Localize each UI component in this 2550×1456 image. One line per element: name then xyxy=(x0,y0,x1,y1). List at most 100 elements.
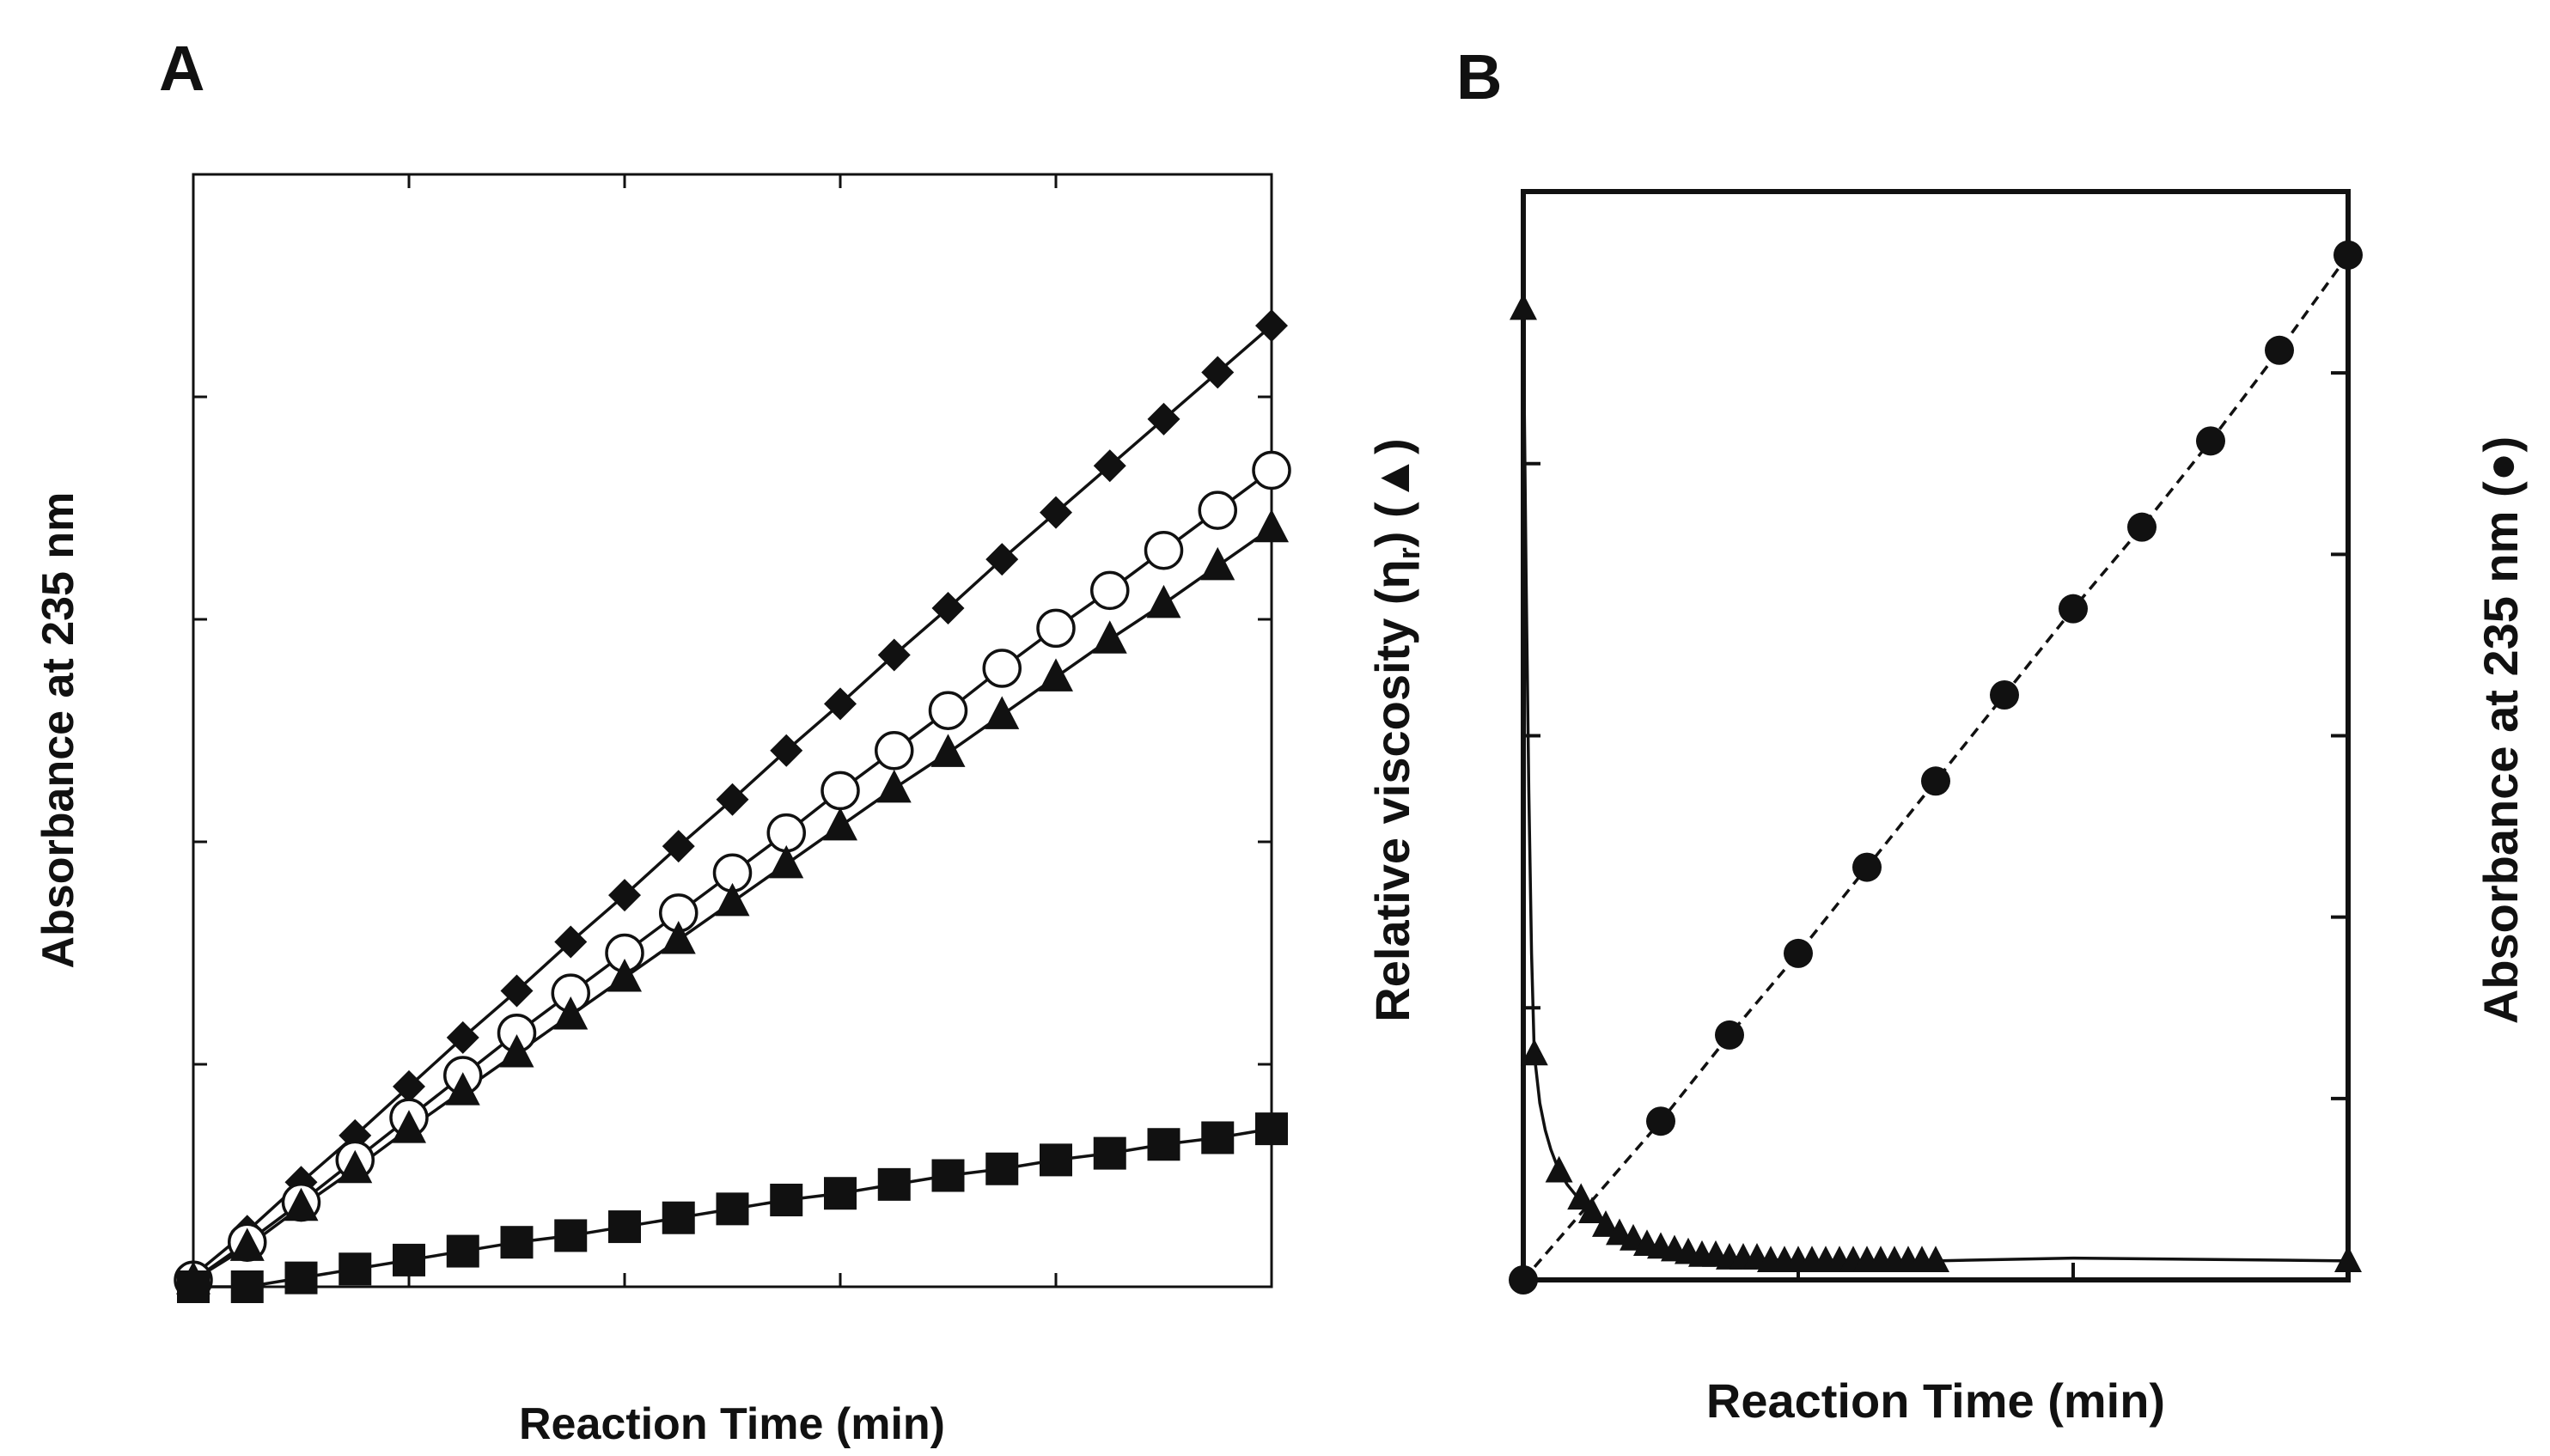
panel-b-viscosity-point xyxy=(1510,293,1537,320)
panel-b-series xyxy=(1509,240,2363,1295)
panel-b-letter: B xyxy=(1456,41,1502,113)
panel-a-data-point xyxy=(821,771,860,811)
panel-a-data-point xyxy=(1039,658,1073,691)
panel-a-data-point xyxy=(824,687,857,721)
panel-a-y-axis-label: Absorbance at 235 nm xyxy=(34,492,83,969)
panel-b-x-axis-label: Reaction Time (min) xyxy=(1706,1374,2165,1428)
panel-a-data-point xyxy=(985,1152,1019,1185)
panel-a-data-point xyxy=(1146,584,1181,618)
panel-a-data-point xyxy=(769,844,804,879)
panel-a-data-point xyxy=(177,1270,210,1303)
panel-a-data-point xyxy=(1255,1112,1288,1146)
panel-b-absorbance-point xyxy=(2127,512,2157,542)
panel-a-data-point xyxy=(662,1201,695,1234)
panel-b-right-axis-label: Absorbance at 235 nm (●) xyxy=(2474,436,2528,1024)
panel-a-data-point xyxy=(1036,608,1076,649)
panel-a-chart: A Reaction Time (min) Absorbance at 235 … xyxy=(34,33,1291,1449)
panel-a-data-point xyxy=(446,1234,479,1268)
panel-a-data-point xyxy=(500,1226,534,1259)
panel-b-left-axis-label-suffix: ) (▲) xyxy=(1365,438,1419,547)
panel-a-data-point xyxy=(985,696,1020,729)
panel-a-data-point xyxy=(1090,570,1130,611)
panel-a-data-point xyxy=(928,691,968,730)
panel-a-data-point xyxy=(1040,496,1072,529)
panel-a-data-point xyxy=(715,882,750,917)
panel-b-viscosity-point xyxy=(1578,1197,1606,1224)
panel-b-absorbance-point xyxy=(1784,938,1813,968)
panel-a-series xyxy=(174,309,1291,1303)
panel-b-absorbance-point xyxy=(1509,1265,1538,1295)
panel-a-data-point xyxy=(930,734,966,767)
panel-b-viscosity-point xyxy=(1567,1183,1595,1210)
panel-a-data-point xyxy=(554,925,588,959)
panel-a-data-point xyxy=(1093,1136,1126,1170)
panel-a-data-point xyxy=(553,996,589,1030)
panel-a-data-point xyxy=(716,783,749,816)
panel-a-data-point xyxy=(338,1149,373,1184)
panel-a-data-point xyxy=(1147,402,1180,436)
panel-a-data-point xyxy=(1093,449,1126,483)
panel-a-data-point xyxy=(284,1187,319,1221)
panel-a-data-point xyxy=(339,1252,372,1286)
panel-a-data-point xyxy=(499,1034,534,1068)
panel-b-absorbance-point xyxy=(2265,335,2294,365)
panel-a-data-point xyxy=(662,830,695,863)
panel-b-viscosity-point xyxy=(1545,1155,1573,1183)
panel-a-data-point xyxy=(985,543,1019,576)
panel-a-data-point xyxy=(877,1167,911,1201)
panel-b-absorbance-point xyxy=(2333,240,2363,270)
panel-a-data-point xyxy=(1252,450,1291,490)
panel-a-data-point xyxy=(931,1159,965,1192)
panel-a-letter: A xyxy=(159,33,204,104)
panel-a-data-point xyxy=(554,1219,588,1252)
panel-a-data-point xyxy=(877,638,911,672)
panel-b-axes xyxy=(1522,190,2350,1282)
panel-b-absorbance-point xyxy=(2059,594,2088,624)
panel-a-data-point xyxy=(393,1243,425,1276)
panel-b-left-axis-label: Relative viscosity (ηr) (▲) xyxy=(1365,438,1426,1021)
panel-a-data-point xyxy=(1255,309,1288,343)
panel-b-absorbance-point xyxy=(1715,1020,1744,1050)
panel-a-data-point xyxy=(445,1072,480,1106)
panel-a-data-point xyxy=(770,734,803,767)
panel-a-data-point xyxy=(608,879,641,912)
panel-a-data-point xyxy=(824,1177,857,1210)
panel-a-data-point xyxy=(229,1228,265,1261)
panel-b-viscosity-point xyxy=(1592,1210,1620,1237)
panel-a-data-point xyxy=(1201,356,1235,389)
panel-b-left-axis-label-main: Relative viscosity (η xyxy=(1365,559,1419,1021)
panel-a-data-point xyxy=(1201,1121,1235,1154)
panel-a-data-point xyxy=(607,958,642,992)
panel-b-absorbance-point xyxy=(2196,426,2225,456)
panel-a-data-point xyxy=(770,1183,803,1216)
panel-a-data-point xyxy=(875,731,914,771)
panel-a-data-point xyxy=(661,920,696,954)
panel-a-data-point xyxy=(1040,1143,1072,1177)
panel-b-viscosity-point xyxy=(1520,1039,1548,1066)
panel-a-data-point xyxy=(446,1020,479,1054)
panel-a-data-point xyxy=(1147,1128,1180,1161)
panel-b-left-axis-label-subscript: r xyxy=(1391,547,1426,559)
panel-a-x-axis-label: Reaction Time (min) xyxy=(519,1399,945,1449)
panel-a-plot-frame xyxy=(192,173,1273,1288)
panel-b-absorbance-line xyxy=(1522,253,2350,1282)
panel-a-data-point xyxy=(982,649,1022,688)
panel-a-data-point xyxy=(393,1069,425,1103)
panel-b-absorbance-point xyxy=(1852,852,1882,882)
panel-a-data-point xyxy=(1144,530,1184,570)
panel-a-data-point xyxy=(500,974,534,1008)
panel-a-data-point xyxy=(1092,620,1127,654)
panel-b-chart: B Reaction Time (min) Relative viscosity… xyxy=(1365,41,2528,1428)
panel-b-viscosity-point xyxy=(2334,1246,2362,1273)
panel-b-absorbance-point xyxy=(1990,679,2019,710)
panel-a-data-point xyxy=(1200,546,1235,581)
panel-a-data-point xyxy=(716,1192,749,1226)
panel-a-data-point xyxy=(931,592,965,625)
panel-a-data-point xyxy=(608,1210,641,1244)
panel-b-absorbance-point xyxy=(1921,766,1950,796)
panel-b-viscosity-point xyxy=(1922,1246,1949,1273)
panel-a-data-point xyxy=(392,1110,426,1143)
panel-a-data-point xyxy=(823,807,857,841)
panel-a-data-point xyxy=(284,1261,318,1295)
